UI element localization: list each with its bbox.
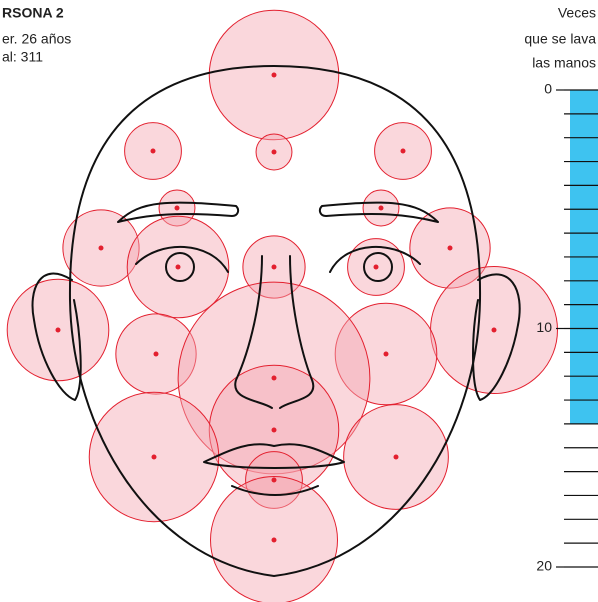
scale-title: las manos [532,55,596,71]
bubble-center [272,538,277,543]
scale-title: Veces [558,5,596,21]
bubble-center [99,246,104,251]
bubble-center [175,206,180,211]
person-info: al: 311 [2,49,43,65]
bubble-center [272,428,277,433]
bubble-center [272,376,277,381]
bubble-center [152,455,157,460]
bubble-center [272,73,277,78]
bubble-center [272,150,277,155]
y-tick-label: 0 [544,81,552,97]
y-tick-label: 20 [536,558,552,574]
bubble-center [448,246,453,251]
bubble-center [272,265,277,270]
bubble-center [151,149,156,154]
bubble-center [379,206,384,211]
bubble-center [272,478,277,483]
bubble-center [154,352,159,357]
bubble-center [401,149,406,154]
bubble-center [374,265,379,270]
person-info: er. 26 años [2,31,71,47]
bubble-center [384,352,389,357]
bubble-center [176,265,181,270]
y-tick-label: 10 [536,319,552,335]
bubble-center [394,455,399,460]
bubble-center [56,328,61,333]
chart: RSONA 2 er. 26 años al: 311 Veces que se… [0,0,598,602]
page: {"chart_data": [ {"type": "bubble", "tit… [0,0,598,602]
person-title: RSONA 2 [2,5,64,21]
bubble-center [492,328,497,333]
scale-title: que se lava [524,31,596,47]
